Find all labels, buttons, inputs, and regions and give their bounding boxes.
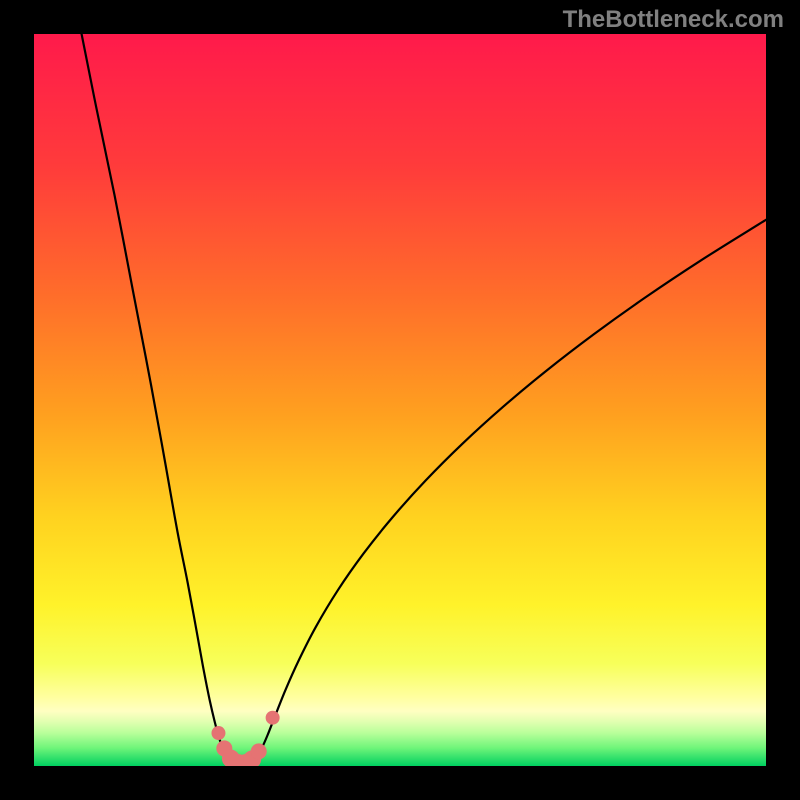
gradient-background (34, 34, 766, 766)
watermark-text: TheBottleneck.com (563, 6, 784, 34)
chart-svg (34, 34, 766, 766)
plot-area (34, 34, 766, 766)
marker-point (266, 711, 280, 725)
chart-container: TheBottleneck.com (0, 0, 800, 800)
marker-point (211, 726, 225, 740)
marker-point (251, 743, 267, 759)
